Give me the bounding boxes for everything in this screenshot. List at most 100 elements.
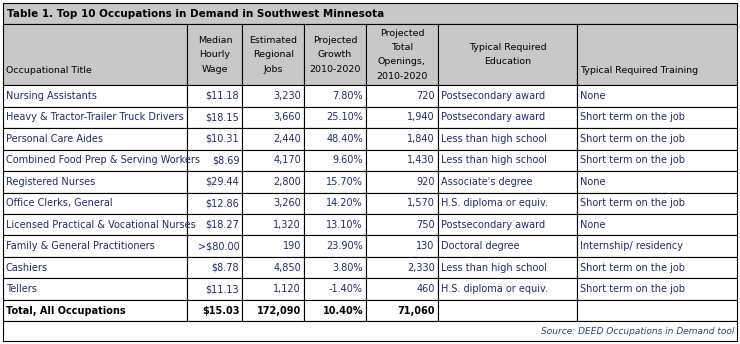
- Bar: [304, 107, 366, 128]
- Bar: [242, 128, 304, 150]
- Bar: [242, 85, 304, 107]
- Text: None: None: [580, 220, 606, 230]
- Text: 3.80%: 3.80%: [332, 263, 363, 273]
- Bar: [304, 193, 366, 214]
- Bar: [242, 279, 304, 300]
- Bar: [187, 236, 242, 257]
- Text: 750: 750: [416, 220, 435, 230]
- Bar: [366, 300, 438, 321]
- Text: 2,800: 2,800: [273, 177, 301, 187]
- Bar: [187, 150, 242, 171]
- Text: $12.86: $12.86: [206, 198, 239, 208]
- Bar: [577, 236, 737, 257]
- Text: Jobs: Jobs: [263, 65, 283, 74]
- Bar: [366, 24, 438, 85]
- Bar: [304, 150, 366, 171]
- Text: Personal Care Aides: Personal Care Aides: [6, 134, 103, 144]
- Text: Postsecondary award: Postsecondary award: [441, 91, 545, 101]
- Bar: [366, 193, 438, 214]
- Bar: [577, 24, 737, 85]
- Text: $10.31: $10.31: [206, 134, 239, 144]
- Bar: [438, 300, 577, 321]
- Bar: [438, 236, 577, 257]
- Text: 2,330: 2,330: [407, 263, 435, 273]
- Text: Hourly: Hourly: [199, 50, 230, 59]
- Text: Education: Education: [484, 57, 531, 66]
- Bar: [242, 107, 304, 128]
- Text: 3,230: 3,230: [273, 91, 301, 101]
- Bar: [366, 214, 438, 236]
- Bar: [242, 300, 304, 321]
- Text: 920: 920: [417, 177, 435, 187]
- Text: $8.78: $8.78: [212, 263, 239, 273]
- Bar: [304, 257, 366, 279]
- Bar: [366, 107, 438, 128]
- Text: Regional: Regional: [253, 50, 294, 59]
- Text: >$80.00: >$80.00: [198, 241, 239, 251]
- Bar: [366, 150, 438, 171]
- Text: Median: Median: [198, 36, 232, 45]
- Text: 25.10%: 25.10%: [326, 112, 363, 122]
- Bar: [187, 24, 242, 85]
- Text: 1,570: 1,570: [407, 198, 435, 208]
- Text: Short term on the job: Short term on the job: [580, 284, 685, 294]
- Text: Less than high school: Less than high school: [441, 263, 547, 273]
- Text: $29.44: $29.44: [206, 177, 239, 187]
- Text: 1,840: 1,840: [407, 134, 435, 144]
- Bar: [366, 279, 438, 300]
- Text: Internship/ residency: Internship/ residency: [580, 241, 684, 251]
- Bar: [187, 171, 242, 193]
- Text: Office Clerks, General: Office Clerks, General: [6, 198, 112, 208]
- Bar: [187, 85, 242, 107]
- Bar: [304, 128, 366, 150]
- Text: Projected: Projected: [313, 36, 357, 45]
- Text: $11.18: $11.18: [206, 91, 239, 101]
- Text: $8.69: $8.69: [212, 155, 239, 165]
- Text: Estimated: Estimated: [249, 36, 297, 45]
- Text: 9.60%: 9.60%: [332, 155, 363, 165]
- Bar: [577, 85, 737, 107]
- Text: None: None: [580, 177, 606, 187]
- Text: None: None: [580, 91, 606, 101]
- Text: 3,660: 3,660: [274, 112, 301, 122]
- Text: Short term on the job: Short term on the job: [580, 263, 685, 273]
- Text: Table 1. Top 10 Occupations in Demand in Southwest Minnesota: Table 1. Top 10 Occupations in Demand in…: [7, 9, 384, 19]
- Text: Short term on the job: Short term on the job: [580, 155, 685, 165]
- Bar: [242, 24, 304, 85]
- Bar: [187, 128, 242, 150]
- Bar: [577, 193, 737, 214]
- Bar: [3, 3, 737, 24]
- Bar: [187, 107, 242, 128]
- Bar: [187, 214, 242, 236]
- Text: 4,170: 4,170: [273, 155, 301, 165]
- Text: Licensed Practical & Vocational Nurses: Licensed Practical & Vocational Nurses: [6, 220, 196, 230]
- Text: Short term on the job: Short term on the job: [580, 112, 685, 122]
- Text: 15.70%: 15.70%: [326, 177, 363, 187]
- Bar: [577, 279, 737, 300]
- Text: 2,440: 2,440: [273, 134, 301, 144]
- Bar: [187, 257, 242, 279]
- Text: Combined Food Prep & Serving Workers: Combined Food Prep & Serving Workers: [6, 155, 200, 165]
- Bar: [3, 171, 187, 193]
- Text: 460: 460: [417, 284, 435, 294]
- Bar: [187, 300, 242, 321]
- Bar: [438, 128, 577, 150]
- Bar: [3, 279, 187, 300]
- Bar: [187, 279, 242, 300]
- Bar: [304, 236, 366, 257]
- Bar: [438, 171, 577, 193]
- Bar: [438, 24, 577, 85]
- Text: 13.10%: 13.10%: [326, 220, 363, 230]
- Bar: [366, 171, 438, 193]
- Bar: [242, 236, 304, 257]
- Bar: [577, 128, 737, 150]
- Bar: [3, 85, 187, 107]
- Bar: [366, 128, 438, 150]
- Text: 130: 130: [417, 241, 435, 251]
- Text: $18.15: $18.15: [206, 112, 239, 122]
- Text: Cashiers: Cashiers: [6, 263, 48, 273]
- Bar: [304, 24, 366, 85]
- Text: $11.13: $11.13: [206, 284, 239, 294]
- Text: 2010-2020: 2010-2020: [376, 72, 428, 81]
- Text: 1,430: 1,430: [407, 155, 435, 165]
